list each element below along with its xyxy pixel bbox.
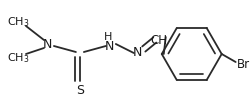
Text: Br: Br bbox=[237, 59, 250, 71]
Text: S: S bbox=[76, 83, 84, 97]
Text: H: H bbox=[104, 32, 112, 42]
Text: N: N bbox=[105, 40, 114, 52]
Text: N: N bbox=[133, 47, 142, 60]
Text: CH$_3$: CH$_3$ bbox=[7, 15, 29, 29]
Text: N: N bbox=[43, 37, 53, 51]
Text: CH: CH bbox=[150, 33, 167, 47]
Text: CH$_3$: CH$_3$ bbox=[7, 51, 29, 65]
